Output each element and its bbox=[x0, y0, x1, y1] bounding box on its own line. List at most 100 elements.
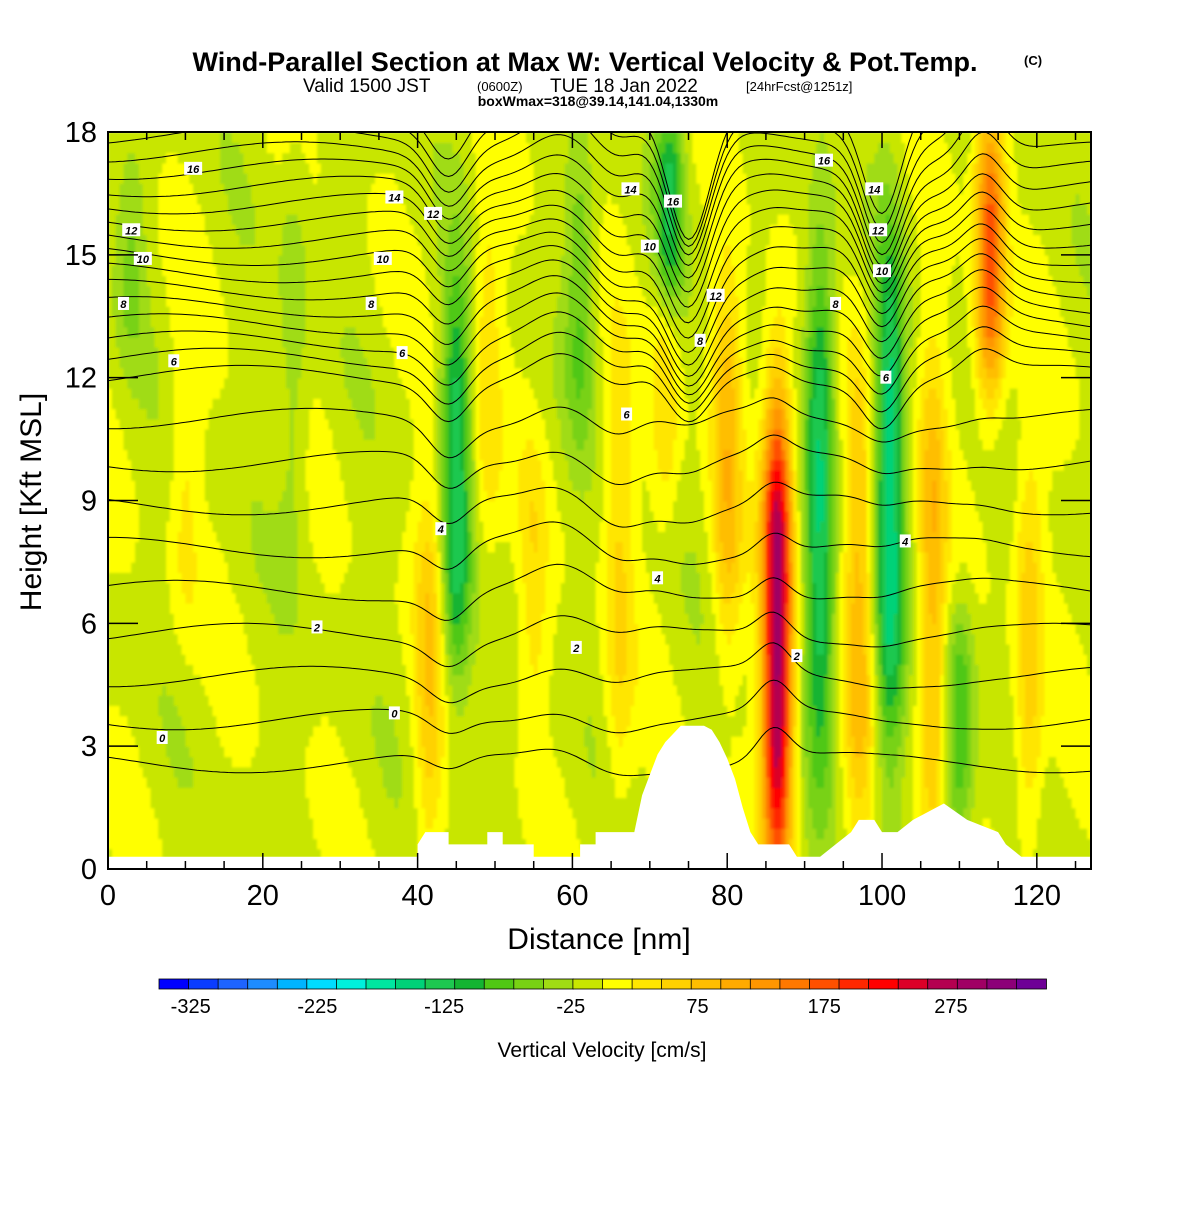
heatmap-cell bbox=[208, 572, 214, 584]
heatmap-cell bbox=[313, 746, 318, 758]
heatmap-cell bbox=[173, 387, 179, 399]
heatmap-cell bbox=[111, 838, 117, 850]
heatmap-cell bbox=[131, 787, 136, 799]
heatmap-cell bbox=[189, 541, 194, 553]
heatmap-cell bbox=[340, 132, 345, 143]
heatmap-cell bbox=[193, 265, 198, 277]
heatmap-cell bbox=[216, 275, 222, 287]
heatmap-cell bbox=[258, 735, 264, 747]
heatmap-cell bbox=[181, 367, 187, 379]
heatmap-cell bbox=[123, 480, 129, 491]
heatmap-cell bbox=[266, 521, 272, 532]
heatmap-cell bbox=[351, 408, 357, 420]
heatmap-cell bbox=[367, 633, 372, 645]
heatmap-cell bbox=[363, 490, 369, 502]
heatmap-cell bbox=[189, 459, 194, 471]
heatmap-cell bbox=[301, 654, 307, 665]
heatmap-cell bbox=[305, 439, 311, 451]
heatmap-cell bbox=[127, 633, 133, 645]
heatmap-cell bbox=[297, 807, 303, 819]
heatmap-cell bbox=[208, 654, 214, 665]
heatmap-cell bbox=[282, 193, 287, 205]
heatmap-cell bbox=[173, 469, 179, 481]
heatmap-cell bbox=[193, 408, 198, 420]
heatmap-cell bbox=[162, 531, 167, 543]
heatmap-cell bbox=[111, 715, 117, 727]
heatmap-cell bbox=[108, 398, 113, 410]
heatmap-cell bbox=[181, 500, 187, 512]
heatmap-cell bbox=[324, 162, 330, 174]
heatmap-cell bbox=[235, 295, 241, 307]
heatmap-cell bbox=[224, 306, 229, 317]
heatmap-cell bbox=[282, 203, 287, 215]
heatmap-cell bbox=[255, 633, 260, 645]
heatmap-cell bbox=[200, 674, 206, 686]
heatmap-cell bbox=[181, 459, 187, 471]
heatmap-cell bbox=[270, 193, 276, 205]
heatmap-cell bbox=[111, 387, 117, 399]
heatmap-cell bbox=[189, 490, 194, 502]
heatmap-cell bbox=[235, 316, 241, 328]
heatmap-cell bbox=[204, 469, 210, 481]
heatmap-cell bbox=[309, 295, 314, 307]
heatmap-cell bbox=[239, 193, 245, 205]
heatmap-cell bbox=[355, 735, 361, 747]
heatmap-cell bbox=[324, 705, 330, 717]
heatmap-cell bbox=[301, 807, 307, 819]
heatmap-cell bbox=[282, 480, 287, 491]
heatmap-cell bbox=[293, 602, 299, 614]
heatmap-cell bbox=[270, 776, 276, 788]
heatmap-cell bbox=[282, 336, 287, 348]
heatmap-cell bbox=[305, 357, 311, 369]
heatmap-cell bbox=[127, 326, 133, 338]
heatmap-cell bbox=[336, 582, 341, 594]
heatmap-cell bbox=[297, 306, 303, 317]
heatmap-cell bbox=[355, 418, 361, 430]
heatmap-cell bbox=[142, 203, 148, 215]
heatmap-cell bbox=[166, 848, 171, 860]
heatmap-cell bbox=[189, 735, 194, 747]
heatmap-cell bbox=[224, 265, 229, 277]
heatmap-cell bbox=[320, 787, 326, 799]
heatmap-cell bbox=[344, 643, 349, 655]
heatmap-cell bbox=[258, 132, 264, 143]
heatmap-cell bbox=[135, 193, 140, 205]
heatmap-cell bbox=[224, 602, 229, 614]
heatmap-cell bbox=[197, 439, 202, 451]
heatmap-cell bbox=[139, 224, 144, 236]
heatmap-cell bbox=[328, 684, 334, 696]
heatmap-cell bbox=[363, 561, 369, 573]
heatmap-cell bbox=[371, 162, 376, 174]
heatmap-cell bbox=[200, 776, 206, 788]
heatmap-cell bbox=[224, 275, 229, 287]
heatmap-cell bbox=[332, 203, 338, 215]
heatmap-cell bbox=[301, 613, 307, 625]
heatmap-cell bbox=[293, 347, 299, 358]
heatmap-cell bbox=[270, 316, 276, 328]
heatmap-cell bbox=[351, 643, 357, 655]
heatmap-cell bbox=[258, 817, 264, 829]
heatmap-cell bbox=[216, 449, 222, 461]
heatmap-cell bbox=[293, 500, 299, 512]
heatmap-cell bbox=[351, 398, 357, 410]
heatmap-cell bbox=[142, 367, 148, 379]
heatmap-cell bbox=[347, 336, 353, 348]
heatmap-cell bbox=[119, 582, 125, 594]
heatmap-cell bbox=[177, 428, 183, 440]
heatmap-cell bbox=[266, 172, 272, 184]
heatmap-cell bbox=[181, 428, 187, 440]
heatmap-cell bbox=[197, 582, 202, 594]
heatmap-cell bbox=[162, 254, 167, 266]
heatmap-cell bbox=[317, 357, 322, 369]
heatmap-cell bbox=[224, 469, 229, 481]
heatmap-cell bbox=[274, 807, 280, 819]
heatmap-cell bbox=[177, 664, 183, 676]
heatmap-cell bbox=[239, 234, 245, 246]
heatmap-cell bbox=[123, 244, 129, 256]
heatmap-cell bbox=[371, 234, 376, 246]
heatmap-cell bbox=[336, 725, 341, 737]
heatmap-cell bbox=[270, 162, 276, 174]
heatmap-cell bbox=[127, 162, 133, 174]
heatmap-cell bbox=[169, 695, 175, 706]
heatmap-cell bbox=[131, 756, 136, 768]
